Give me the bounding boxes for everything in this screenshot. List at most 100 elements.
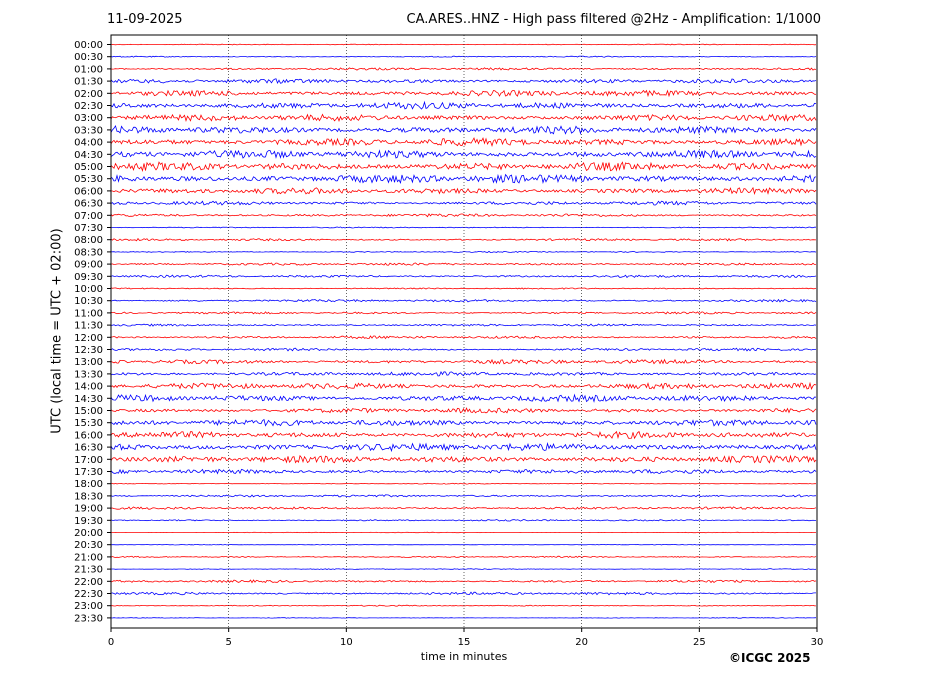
- x-tick-label: 5: [225, 637, 231, 648]
- trace-0300: [110, 113, 817, 123]
- y-tick-label: 12:30: [74, 345, 103, 356]
- trace-2300: [111, 604, 817, 607]
- y-tick-label: 09:30: [74, 272, 103, 283]
- grid-lines: [228, 35, 700, 628]
- y-tick-label: 18:00: [74, 479, 103, 490]
- y-tick-label: 20:30: [74, 540, 103, 551]
- trace-2100: [110, 555, 817, 559]
- plot-frame: [110, 34, 818, 629]
- trace-0830: [110, 250, 817, 253]
- y-tick-label: 00:30: [74, 52, 103, 63]
- y-tick-label: 01:30: [74, 77, 103, 88]
- y-tick-label: 17:30: [74, 467, 103, 478]
- trace-1700: [110, 454, 817, 464]
- trace-0930: [110, 274, 817, 279]
- y-tick-label: 19:00: [74, 504, 103, 515]
- y-tick-label: 04:30: [74, 150, 103, 161]
- y-tick-label: 06:30: [74, 199, 103, 210]
- y-tick-label: 22:30: [74, 589, 103, 600]
- y-tick-label: 03:00: [74, 113, 103, 124]
- trace-1900: [110, 506, 817, 510]
- y-tick-label: 16:30: [74, 443, 103, 454]
- trace-0100: [110, 67, 817, 71]
- trace-1300: [110, 358, 817, 365]
- y-tick-label: 15:30: [74, 418, 103, 429]
- y-tick-label: 08:30: [74, 247, 103, 258]
- y-tick-label: 02:30: [74, 101, 103, 112]
- y-tick-label: 10:00: [74, 284, 103, 295]
- trace-0530: [110, 173, 817, 185]
- trace-0630: [110, 200, 817, 206]
- trace-1200: [110, 335, 817, 340]
- y-tick-label: 00:00: [74, 40, 103, 51]
- y-tick-label: 01:00: [74, 64, 103, 75]
- y-tick-label: 10:30: [74, 296, 103, 307]
- x-tick-label: 20: [575, 637, 588, 648]
- y-tick-label: 22:00: [74, 577, 103, 588]
- y-tick-label: 05:30: [74, 174, 103, 185]
- trace-1600: [110, 430, 817, 440]
- y-tick-label: 04:00: [74, 138, 103, 149]
- trace-1630: [110, 441, 817, 453]
- y-tick-label: 09:00: [74, 260, 103, 271]
- trace-0330: [110, 124, 817, 135]
- trace-2230: [110, 591, 816, 596]
- y-tick-label: 17:00: [74, 455, 103, 466]
- date-label: 11-09-2025: [107, 12, 183, 27]
- trace-2030: [110, 543, 817, 546]
- x-tick-label: 30: [811, 637, 824, 648]
- y-tick-label: 12:00: [74, 333, 103, 344]
- chart-title: CA.ARES..HNZ - High pass filtered @2Hz -…: [406, 12, 821, 27]
- trace-0400: [110, 137, 817, 147]
- trace-0000: [110, 43, 817, 46]
- trace-1430: [110, 393, 817, 403]
- trace-0230: [110, 100, 817, 110]
- trace-0700: [110, 213, 817, 218]
- trace-0200: [110, 89, 817, 98]
- y-tick-label: 08:00: [74, 235, 103, 246]
- x-tick-label: 0: [108, 637, 114, 648]
- y-tick-label: 23:00: [74, 601, 103, 612]
- trace-1130: [110, 323, 817, 327]
- trace-2330: [110, 617, 817, 619]
- y-tick-label: 06:00: [74, 186, 103, 197]
- trace-0800: [110, 237, 817, 242]
- trace-0900: [110, 262, 817, 266]
- trace-2130: [110, 568, 817, 570]
- x-tick-group: 0 5 10 15 20 25 30: [108, 628, 824, 648]
- trace-0500: [110, 161, 817, 172]
- trace-0430: [110, 149, 817, 159]
- trace-1930: [110, 519, 817, 522]
- y-tick-label: 11:00: [74, 308, 103, 319]
- trace-0600: [110, 186, 817, 195]
- trace-0030: [110, 55, 817, 58]
- trace-1830: [110, 494, 817, 498]
- trace-0130: [110, 78, 817, 84]
- y-tick-label: 07:30: [74, 223, 103, 234]
- y-tick-label: 21:00: [74, 552, 103, 563]
- trace-1030: [110, 298, 817, 303]
- copyright-label: ©ICGC 2025: [729, 651, 811, 665]
- y-tick-label: 11:30: [74, 321, 103, 332]
- y-tick-label: 13:30: [74, 369, 103, 380]
- y-tick-label: 14:30: [74, 394, 103, 405]
- y-tick-label: 19:30: [74, 516, 103, 527]
- y-tick-label: 23:30: [74, 613, 103, 624]
- y-tick-label: 07:00: [74, 211, 103, 222]
- trace-2000: [110, 531, 817, 534]
- trace-1000: [110, 287, 817, 290]
- x-tick-label: 10: [340, 637, 353, 648]
- trace-1800: [110, 482, 817, 485]
- trace-1730: [110, 468, 817, 475]
- x-tick-label: 25: [693, 637, 706, 648]
- y-tick-label: 15:00: [74, 406, 103, 417]
- x-axis-label: time in minutes: [420, 650, 508, 663]
- y-tick-label: 20:00: [74, 528, 103, 539]
- y-tick-label: 03:30: [74, 125, 103, 136]
- trace-0730: [110, 226, 816, 229]
- trace-group: [110, 43, 817, 619]
- y-tick-label: 16:00: [74, 430, 103, 441]
- y-tick-label: 02:00: [74, 89, 103, 100]
